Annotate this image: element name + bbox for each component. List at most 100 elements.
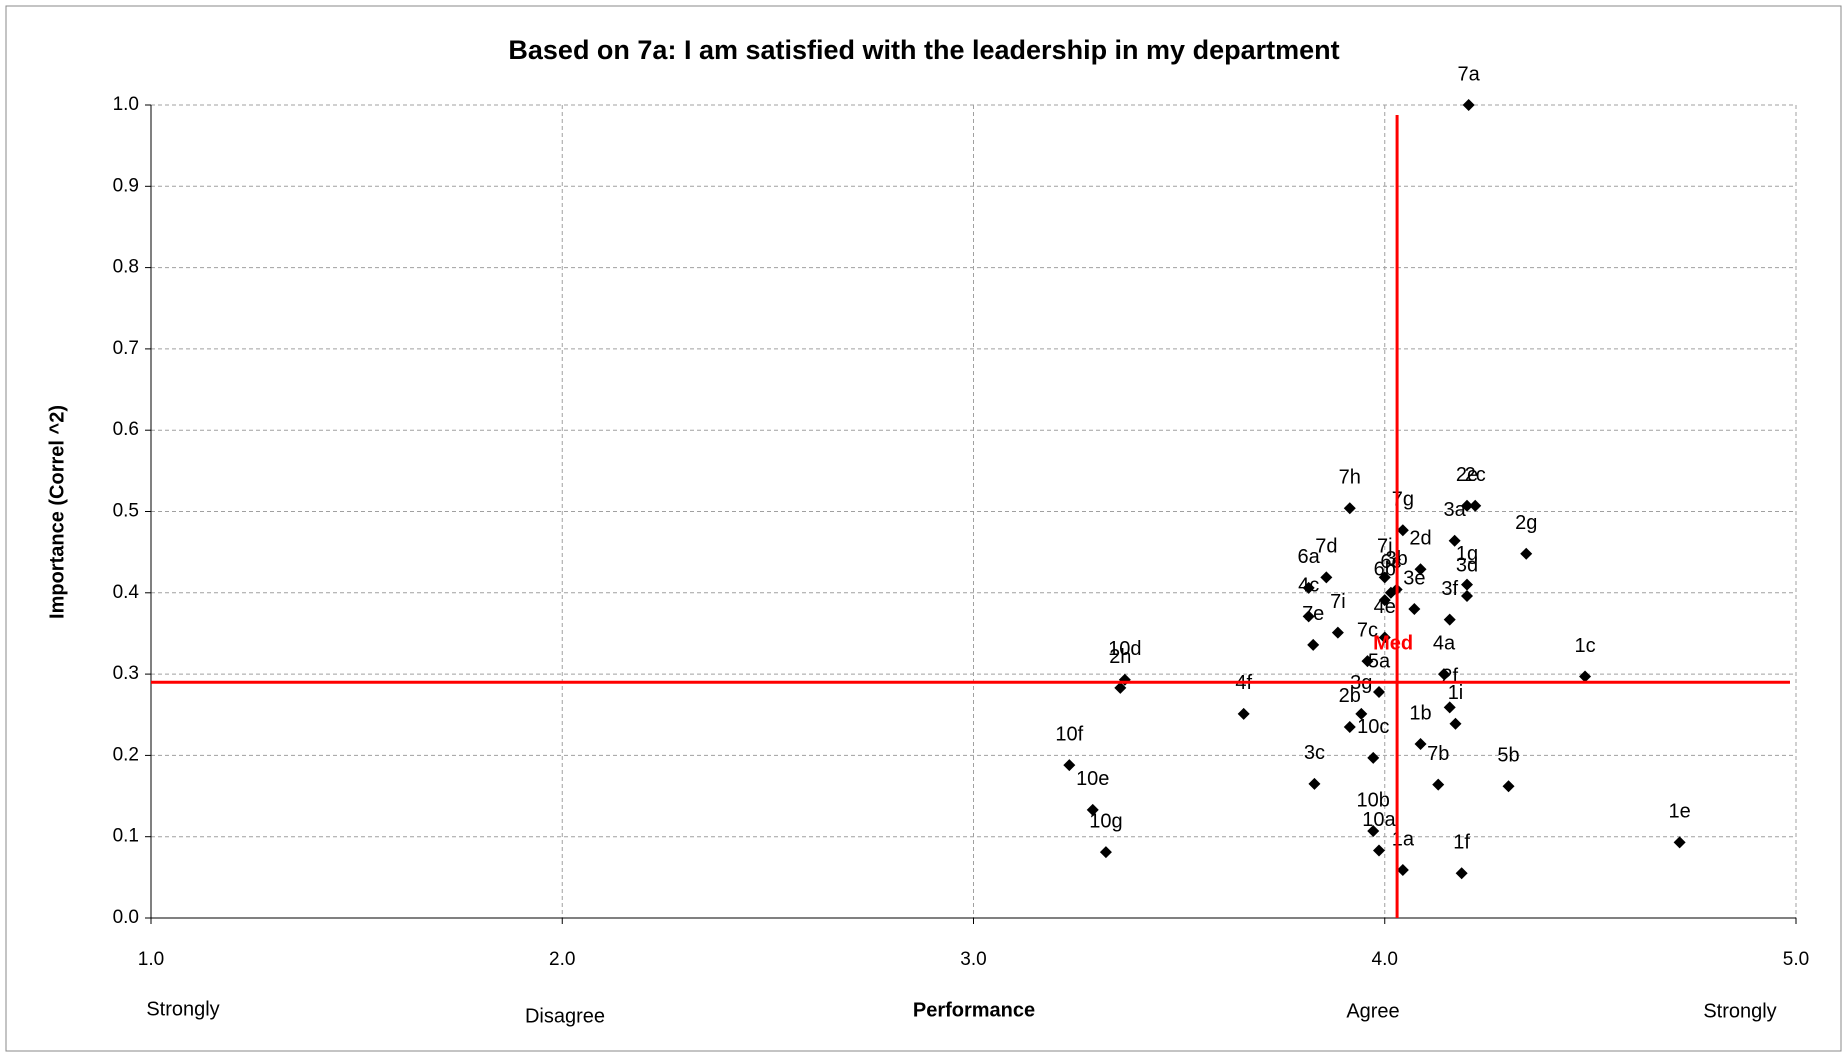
point-label: 1c: [1574, 635, 1595, 657]
point: [1448, 534, 1461, 547]
point-label: 1i: [1448, 682, 1464, 704]
point: [1432, 778, 1445, 791]
point-label: 2b: [1339, 685, 1361, 707]
point: [1437, 668, 1450, 681]
point-label: 1b: [1409, 702, 1431, 724]
median-label: Med: [1373, 633, 1413, 655]
x-tick-label: 2.0: [549, 949, 575, 970]
point-label: 3d: [1456, 554, 1478, 576]
point: [1443, 613, 1456, 626]
y-tick-label: 0.6: [113, 419, 139, 440]
point: [1343, 502, 1356, 515]
point: [1331, 626, 1344, 639]
point: [1302, 610, 1315, 623]
point-label: 4a: [1433, 632, 1456, 654]
point: [1237, 707, 1250, 720]
point: [1378, 631, 1391, 644]
point-label: 4e: [1374, 596, 1396, 618]
point: [1372, 685, 1385, 698]
point: [1378, 571, 1391, 584]
point-label: 10d: [1108, 638, 1141, 660]
point: [1367, 825, 1380, 838]
x-axis-label: Performance: [913, 999, 1035, 1021]
point: [1455, 867, 1468, 880]
point: [1579, 670, 1592, 683]
point-label: 7g: [1392, 488, 1414, 510]
point: [1502, 780, 1515, 793]
chart-title: Based on 7a: I am satisfied with the lea…: [508, 35, 1339, 65]
point: [1673, 836, 1686, 849]
y-tick-label: 0.5: [113, 501, 139, 522]
point: [1308, 777, 1321, 790]
x-tick-label: 4.0: [1372, 949, 1398, 970]
point: [1372, 844, 1385, 857]
point-label: 3a: [1444, 499, 1467, 521]
y-tick-label: 0.8: [113, 257, 139, 278]
x-scale-label: Strongly: [146, 998, 219, 1020]
point: [1361, 655, 1374, 668]
point: [1086, 803, 1099, 816]
point: [1408, 603, 1421, 616]
point-label: 2e: [1456, 464, 1478, 486]
point: [1343, 720, 1356, 733]
point: [1414, 738, 1427, 751]
point-label: 3c: [1304, 742, 1325, 764]
point: [1396, 864, 1409, 877]
point: [1462, 99, 1475, 111]
y-tick-label: 0.3: [113, 663, 139, 684]
point-label: 7b: [1427, 743, 1449, 765]
point-label: 7j: [1377, 536, 1393, 558]
x-scale-label: Disagree: [525, 1005, 605, 1027]
point-label: 2c: [1465, 464, 1486, 486]
point: [1063, 759, 1076, 772]
point-label: 7d: [1315, 536, 1337, 558]
point-label: 1e: [1668, 801, 1690, 823]
y-tick-label: 1.0: [113, 94, 139, 115]
y-tick-label: 0.1: [113, 826, 139, 847]
point-label: 6b: [1374, 558, 1396, 580]
point-label: 3e: [1403, 567, 1425, 589]
y-tick-label: 0.2: [113, 744, 139, 765]
point: [1355, 707, 1368, 720]
point: [1414, 563, 1427, 576]
point: [1461, 590, 1473, 603]
y-axis-label: Importance (Correl ^2): [46, 405, 68, 619]
point-label: 10g: [1089, 810, 1122, 832]
point: [1378, 594, 1391, 607]
x-scale-label: Strongly: [1703, 1000, 1776, 1022]
point-label: 7i: [1330, 591, 1346, 613]
x-tick-label: 5.0: [1783, 949, 1809, 970]
x-tick-label: 1.0: [138, 949, 164, 970]
point: [1449, 717, 1462, 730]
y-tick-label: 0.0: [113, 907, 139, 928]
point-label: 3f: [1441, 578, 1458, 600]
point: [1469, 499, 1482, 512]
point-label: 10e: [1076, 768, 1109, 790]
point-label: 7a: [1458, 63, 1481, 85]
chart-border: [5, 5, 1842, 1052]
point: [1461, 499, 1473, 512]
y-tick-label: 0.4: [113, 582, 140, 603]
point: [1367, 751, 1380, 764]
point: [1114, 681, 1127, 694]
point-label: 7c: [1357, 619, 1378, 641]
point-label: 5a: [1368, 650, 1391, 672]
point-label: 2g: [1515, 512, 1537, 534]
point: [1443, 701, 1456, 714]
point-label: 1g: [1456, 543, 1478, 565]
point: [1307, 638, 1320, 651]
x-tick-label: 3.0: [960, 949, 986, 970]
point-label: 10c: [1357, 716, 1389, 738]
point-label: 1f: [1453, 832, 1470, 854]
point-label: 4c: [1298, 575, 1319, 597]
point: [1520, 547, 1533, 560]
point-label: 2h: [1109, 646, 1131, 668]
point: [1461, 578, 1473, 591]
point: [1302, 581, 1315, 594]
point-label: 10f: [1055, 723, 1083, 745]
point-label: 7h: [1339, 467, 1361, 489]
point-label: 1a: [1392, 828, 1415, 850]
point-label: 2d: [1409, 528, 1431, 550]
point: [1396, 524, 1409, 537]
